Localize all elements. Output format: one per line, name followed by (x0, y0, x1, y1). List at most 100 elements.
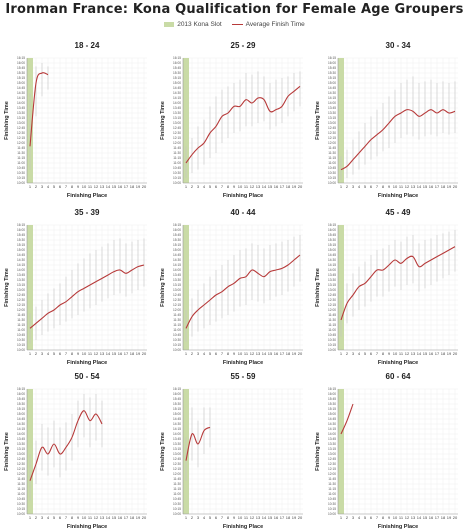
y-tick-label: 15:00 (17, 412, 25, 416)
x-tick-label: 5 (209, 351, 212, 356)
y-tick-label: 12:30 (17, 462, 25, 466)
x-tick-label: 15 (112, 184, 117, 189)
x-tick-label: 8 (227, 351, 230, 356)
y-tick-label: 15:30 (17, 238, 25, 242)
x-tick-label: 11 (88, 515, 93, 520)
x-tick-label: 11 (399, 515, 404, 520)
x-tick-label: 16 (118, 515, 123, 520)
y-tick-label: 14:15 (17, 263, 25, 267)
kona-slot-band (183, 225, 189, 350)
x-tick-label: 11 (399, 184, 404, 189)
chart-title: 60 - 64 (386, 372, 411, 381)
x-tick-label: 5 (53, 184, 56, 189)
y-tick-label: 16:00 (328, 392, 336, 396)
y-tick-label: 10:00 (17, 512, 25, 516)
x-tick-label: 7 (65, 515, 68, 520)
x-tick-label: 4 (358, 515, 361, 520)
y-tick-label: 14:30 (17, 422, 25, 426)
x-tick-label: 20 (453, 184, 458, 189)
chart-title: 35 - 39 (75, 208, 100, 217)
y-tick-label: 10:15 (173, 343, 181, 347)
x-tick-label: 6 (59, 351, 62, 356)
x-tick-label: 1 (29, 184, 32, 189)
y-tick-label: 11:45 (173, 477, 181, 481)
x-tick-label: 6 (370, 184, 373, 189)
y-tick-label: 14:00 (328, 101, 336, 105)
y-tick-label: 12:45 (328, 457, 336, 461)
y-tick-label: 10:00 (328, 181, 336, 185)
y-tick-label: 13:15 (328, 447, 336, 451)
y-tick-label: 12:00 (17, 308, 25, 312)
y-tick-label: 15:30 (17, 402, 25, 406)
y-tick-label: 11:45 (173, 313, 181, 317)
y-tick-label: 16:00 (328, 61, 336, 65)
x-tick-label: 19 (136, 184, 141, 189)
y-tick-label: 12:30 (173, 462, 181, 466)
x-tick-label: 7 (376, 515, 379, 520)
y-tick-label: 11:30 (17, 151, 25, 155)
y-tick-label: 11:00 (173, 161, 181, 165)
y-tick-label: 10:15 (17, 176, 25, 180)
y-tick-label: 11:00 (17, 492, 25, 496)
chart-3: 30 - 3410:0010:1510:3010:4511:0011:1511:… (315, 41, 458, 199)
x-tick-label: 2 (346, 184, 349, 189)
x-tick-label: 15 (268, 515, 273, 520)
y-tick-label: 12:45 (17, 126, 25, 130)
y-tick-label: 13:45 (17, 106, 25, 110)
y-tick-label: 14:00 (328, 268, 336, 272)
x-tick-label: 4 (47, 184, 50, 189)
x-tick-label: 10 (393, 515, 398, 520)
y-tick-label: 16:15 (173, 387, 181, 391)
y-tick-label: 15:00 (328, 248, 336, 252)
y-tick-label: 13:00 (17, 452, 25, 456)
kona-slot-band (338, 389, 344, 514)
y-tick-label: 13:30 (173, 442, 181, 446)
y-tick-label: 15:15 (173, 76, 181, 80)
y-tick-label: 12:00 (328, 472, 336, 476)
y-tick-label: 12:30 (173, 298, 181, 302)
y-tick-label: 15:15 (17, 243, 25, 247)
y-tick-label: 15:00 (328, 81, 336, 85)
y-tick-label: 10:00 (173, 348, 181, 352)
average-finish-line (29, 264, 145, 329)
y-tick-label: 13:15 (328, 283, 336, 287)
x-tick-label: 7 (65, 184, 68, 189)
x-tick-label: 11 (244, 184, 249, 189)
x-tick-label: 4 (358, 351, 361, 356)
y-tick-label: 10:15 (173, 176, 181, 180)
x-tick-label: 20 (142, 184, 147, 189)
x-tick-label: 2 (191, 351, 194, 356)
y-tick-label: 10:45 (17, 166, 25, 170)
y-tick-label: 11:45 (328, 313, 336, 317)
x-tick-label: 12 (250, 515, 255, 520)
y-tick-label: 16:15 (17, 387, 25, 391)
x-axis-label: Finishing Place (67, 360, 107, 366)
y-tick-label: 10:00 (17, 181, 25, 185)
y-tick-label: 10:30 (17, 338, 25, 342)
y-tick-label: 14:00 (17, 432, 25, 436)
y-tick-label: 10:15 (328, 343, 336, 347)
y-tick-label: 10:00 (173, 512, 181, 516)
x-tick-label: 13 (411, 184, 416, 189)
average-finish-line (340, 246, 456, 321)
y-tick-label: 16:15 (328, 56, 336, 60)
y-tick-label: 11:00 (328, 161, 336, 165)
y-tick-label: 12:15 (173, 136, 181, 140)
chart-4: 35 - 3910:0010:1510:3010:4511:0011:1511:… (4, 208, 147, 366)
y-tick-label: 13:30 (17, 278, 25, 282)
x-tick-label: 8 (382, 351, 385, 356)
y-tick-label: 15:00 (328, 412, 336, 416)
chart-title: 45 - 49 (386, 208, 411, 217)
y-tick-label: 16:15 (173, 56, 181, 60)
y-tick-label: 12:30 (17, 298, 25, 302)
y-tick-label: 10:30 (173, 502, 181, 506)
x-tick-label: 14 (417, 351, 422, 356)
x-tick-label: 5 (209, 515, 212, 520)
y-tick-label: 14:15 (17, 427, 25, 431)
y-tick-label: 10:15 (17, 507, 25, 511)
y-tick-label: 10:30 (328, 171, 336, 175)
x-tick-label: 20 (142, 351, 147, 356)
y-tick-label: 13:45 (173, 273, 181, 277)
x-tick-label: 17 (435, 515, 440, 520)
y-tick-label: 15:45 (173, 397, 181, 401)
